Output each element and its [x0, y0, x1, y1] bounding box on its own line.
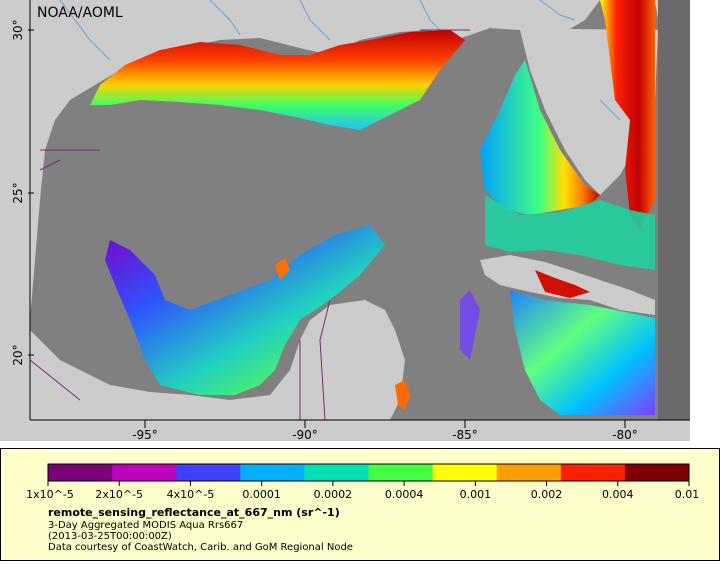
- lat-tick-label: 20°: [11, 344, 25, 365]
- lat-tick-label: 30°: [11, 19, 25, 40]
- dataset-time: (2013-03-25T00:00:00Z): [48, 531, 172, 542]
- colorbar-ticks: [47, 481, 690, 486]
- data-patch-orange: [275, 258, 290, 280]
- lon-tick-label: -90°: [292, 428, 318, 441]
- colorbar-tick-label: 0.002: [531, 488, 563, 501]
- rivers: [59, 0, 621, 121]
- colorbar-tick-label: 0.0004: [385, 488, 424, 501]
- colorbar-tick-label: 0.0001: [242, 488, 281, 501]
- right-margin: [690, 0, 720, 441]
- colorbar-segment: [496, 464, 562, 481]
- data-campeche-orange: [395, 380, 410, 410]
- land-lower-strip: [0, 420, 690, 441]
- colorbar: [47, 463, 690, 482]
- borders: [29, 29, 470, 421]
- lat-ticks: [28, 29, 34, 356]
- colorbar-tick-label: 0.0002: [314, 488, 353, 501]
- colorbar-segment: [624, 464, 690, 481]
- lon-ticks: [144, 420, 626, 428]
- colorbar-tick-label: 0.004: [602, 488, 634, 501]
- colorbar-segment: [368, 464, 434, 481]
- colorbar-segment: [560, 464, 626, 481]
- land-usa-gulf-coast: [0, 0, 690, 420]
- colorbar-tick-label: 4x10^-5: [167, 488, 215, 501]
- lon-tick-label: -95°: [132, 428, 158, 441]
- land-mexico-south: [30, 300, 405, 420]
- colorbar-segment: [304, 464, 369, 481]
- data-cuba-north-red: [535, 270, 590, 298]
- data-florida-shelf: [480, 60, 600, 215]
- data-courtesy: Data courtesy of CoastWatch, Carib. and …: [48, 542, 353, 553]
- colorbar-segment: [48, 464, 113, 481]
- lon-tick-label: -80°: [612, 428, 638, 441]
- colorbar-segment: [240, 464, 305, 481]
- lon-tick-label: -85°: [452, 428, 478, 441]
- colorbar-segment: [176, 464, 241, 481]
- colorbar-border: [47, 463, 690, 482]
- data-yucatan-bay: [105, 225, 385, 395]
- credit-label: NOAA/AOML: [37, 5, 123, 21]
- data-patch-mid: [460, 290, 480, 360]
- colorbar-segment: [112, 464, 177, 481]
- map-frame: NOAA/AOML -95° -90° -85° -80° 30° 25° 20…: [0, 0, 720, 441]
- dataset-description: 3-Day Aggregated MODIS Aqua Rrs667: [48, 520, 243, 531]
- data-gap-strip: [658, 0, 690, 420]
- colorbar-tick-label: 0.01: [675, 488, 700, 501]
- legend-graphic: 1x10^-5 2x10^-5 4x10^-5 0.0001 0.0002 0.0004 0…: [26, 463, 699, 553]
- colorbar-tick-label: 1x10^-5: [26, 488, 74, 501]
- legend-box: 1x10^-5 2x10^-5 4x10^-5 0.0001 0.0002 0.0004 0…: [0, 448, 720, 561]
- data-northern-gulf: [90, 30, 465, 130]
- colorbar-tick-label: 0.001: [460, 488, 492, 501]
- data-atlantic-coast: [600, 0, 655, 230]
- data-straits: [485, 195, 655, 270]
- data-southeast-caribbean: [510, 290, 655, 415]
- lat-tick-label: 25°: [11, 182, 25, 203]
- colorbar-tick-label: 2x10^-5: [95, 488, 143, 501]
- variable-name: remote_sensing_reflectance_at_667_nm (sr…: [48, 506, 340, 519]
- colorbar-labels: 1x10^-5 2x10^-5 4x10^-5 0.0001 0.0002 0.0004 0…: [26, 488, 699, 501]
- colorbar-segment: [432, 464, 498, 481]
